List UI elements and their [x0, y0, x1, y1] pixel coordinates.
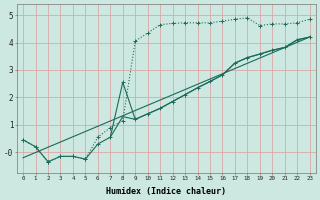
X-axis label: Humidex (Indice chaleur): Humidex (Indice chaleur) [106, 187, 226, 196]
